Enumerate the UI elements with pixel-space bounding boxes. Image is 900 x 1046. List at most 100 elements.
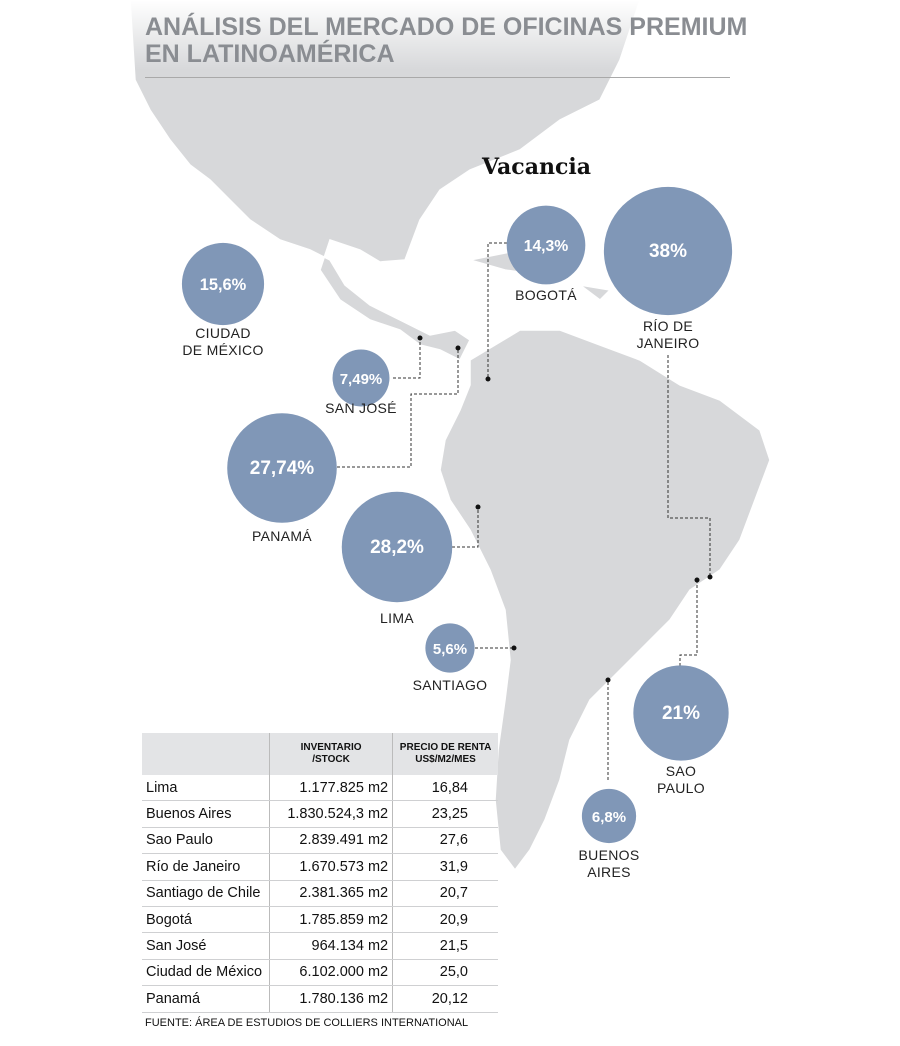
city-label-line: SANTIAGO (412, 677, 488, 693)
table-cell: Ciudad de México (142, 959, 270, 987)
data-table: INVENTARIO/STOCK PRECIO DE RENTA US$/M2/ME… (142, 733, 498, 1013)
city-label-line: AIRES (587, 864, 631, 880)
table-row: Buenos Aires 1.830.524,3 m2 23,25 (142, 800, 498, 828)
subtitle: Vacancia (482, 154, 591, 180)
bubble-label: 28,2% (370, 537, 424, 558)
bubble (341, 491, 453, 603)
city-label-line: LIMA (380, 610, 414, 626)
table-row: Santiago de Chile 2.381.365 m2 20,7 (142, 880, 498, 907)
city-label-line: BUENOS (578, 847, 640, 863)
leader-line (393, 338, 421, 379)
table-row: Río de Janeiro 1.670.573 m2 31,9 (142, 853, 498, 881)
header-cell: INVENTARIO/STOCK (268, 733, 393, 775)
bubble (603, 186, 733, 316)
city-dot (694, 577, 700, 583)
city-label: SANTIAGO (413, 677, 488, 694)
bubble-label: 5,6% (433, 641, 467, 658)
header-line: US$/M2/MES (415, 754, 476, 765)
city-label: LIMA (380, 610, 414, 627)
table-cell: Buenos Aires (142, 800, 270, 828)
table-row: San José 964.134 m2 21,5 (142, 932, 498, 960)
bubble-label: 27,74% (250, 458, 315, 479)
city-label-line: PANAMÁ (252, 528, 312, 544)
table-cell: San José (142, 932, 270, 960)
leader-line (487, 242, 507, 379)
bubble (633, 665, 729, 761)
header-cell (142, 733, 270, 775)
table-cell: 23,25 (392, 800, 498, 828)
table-cell: 1.177.825 m2 (268, 775, 393, 802)
city-label-line: BOGOTÁ (515, 287, 577, 303)
table-cell: 21,5 (392, 932, 498, 960)
table-row: Sao Paulo 2.839.491 m2 27,6 (142, 827, 498, 855)
city-dot (417, 335, 423, 341)
city-label: BOGOTÁ (515, 287, 577, 304)
leader-line (679, 580, 698, 666)
bubble (332, 349, 390, 407)
table-cell: 2.381.365 m2 (268, 880, 393, 907)
city-dot (707, 574, 713, 580)
table-row: Panamá 1.780.136 m2 20,12 (142, 985, 498, 1013)
table-cell: 27,6 (392, 827, 498, 855)
table-cell: 964.134 m2 (268, 932, 393, 960)
bubble (506, 205, 586, 285)
table-row: Lima 1.177.825 m2 16,84 (142, 775, 498, 802)
header-line: INVENTARIO (300, 742, 362, 753)
title-rule (145, 77, 730, 78)
city-dot (605, 677, 611, 683)
leader-line (667, 355, 711, 577)
table-row: Bogotá 1.785.859 m2 20,9 (142, 906, 498, 934)
title-line: ANÁLISIS DEL MERCADO DE OFICINAS PREMIUM (145, 13, 748, 41)
table-row: Ciudad de México 6.102.000 m2 25,0 (142, 959, 498, 987)
city-label: CIUDAD DE MÉXICO (182, 325, 263, 359)
city-dot (485, 376, 491, 382)
city-label: SAN JOSÉ (325, 400, 397, 417)
bubble (581, 788, 637, 844)
bubble-label: 15,6% (200, 276, 247, 294)
city-label-line: SAO (665, 763, 697, 779)
city-label: PANAMÁ (252, 528, 312, 545)
city-label-line: RÍO DE (642, 318, 694, 334)
bubble-label: 21% (662, 703, 700, 724)
title: ANÁLISIS DEL MERCADO DE OFICINAS PREMIUM… (145, 14, 747, 68)
table-cell: Lima (142, 775, 270, 802)
table-cell: 1.785.859 m2 (268, 906, 393, 934)
header-line: PRECIO DE RENTA (399, 742, 492, 753)
table-cell: Sao Paulo (142, 827, 270, 855)
bubble-label: 6,8% (592, 809, 626, 826)
table-cell: Santiago de Chile (142, 880, 270, 907)
bubble (181, 242, 265, 326)
table-cell: 1.830.524,3 m2 (268, 800, 393, 828)
city-label-line: CIUDAD (195, 325, 251, 341)
city-label: BUENOS AIRES (579, 847, 640, 881)
table-cell: 6.102.000 m2 (268, 959, 393, 987)
header-cell: PRECIO DE RENTA US$/M2/MES (392, 733, 498, 775)
city-dot (455, 345, 461, 351)
table-header: INVENTARIO/STOCK PRECIO DE RENTA US$/M2/ME… (142, 733, 498, 775)
leader-line (452, 507, 479, 548)
table-cell: 16,84 (392, 775, 498, 802)
table-cell: Panamá (142, 985, 270, 1013)
bubble-label: 14,3% (524, 238, 569, 255)
table-cell: Río de Janeiro (142, 853, 270, 881)
bubble (425, 623, 475, 673)
table-cell: 31,9 (392, 853, 498, 881)
bubble-label: 7,49% (340, 371, 383, 388)
city-dot (475, 504, 481, 510)
table-cell: 2.839.491 m2 (268, 827, 393, 855)
table-cell: 20,12 (392, 985, 498, 1013)
table-cell: 25,0 (392, 959, 498, 987)
city-dot (511, 645, 517, 651)
source: FUENTE: ÁREA DE ESTUDIOS DE COLLIERS INT… (145, 1017, 469, 1029)
table-cell: 20,7 (392, 880, 498, 907)
table-cell: 20,9 (392, 906, 498, 934)
table-cell: 1.780.136 m2 (268, 985, 393, 1013)
city-label-line: JANEIRO (636, 335, 700, 351)
bubble (227, 413, 337, 523)
city-label: SAO PAULO (657, 763, 705, 797)
table-cell: Bogotá (142, 906, 270, 934)
city-label-line: SAN JOSÉ (325, 400, 397, 416)
city-label: RÍO DE JANEIRO (637, 318, 700, 352)
